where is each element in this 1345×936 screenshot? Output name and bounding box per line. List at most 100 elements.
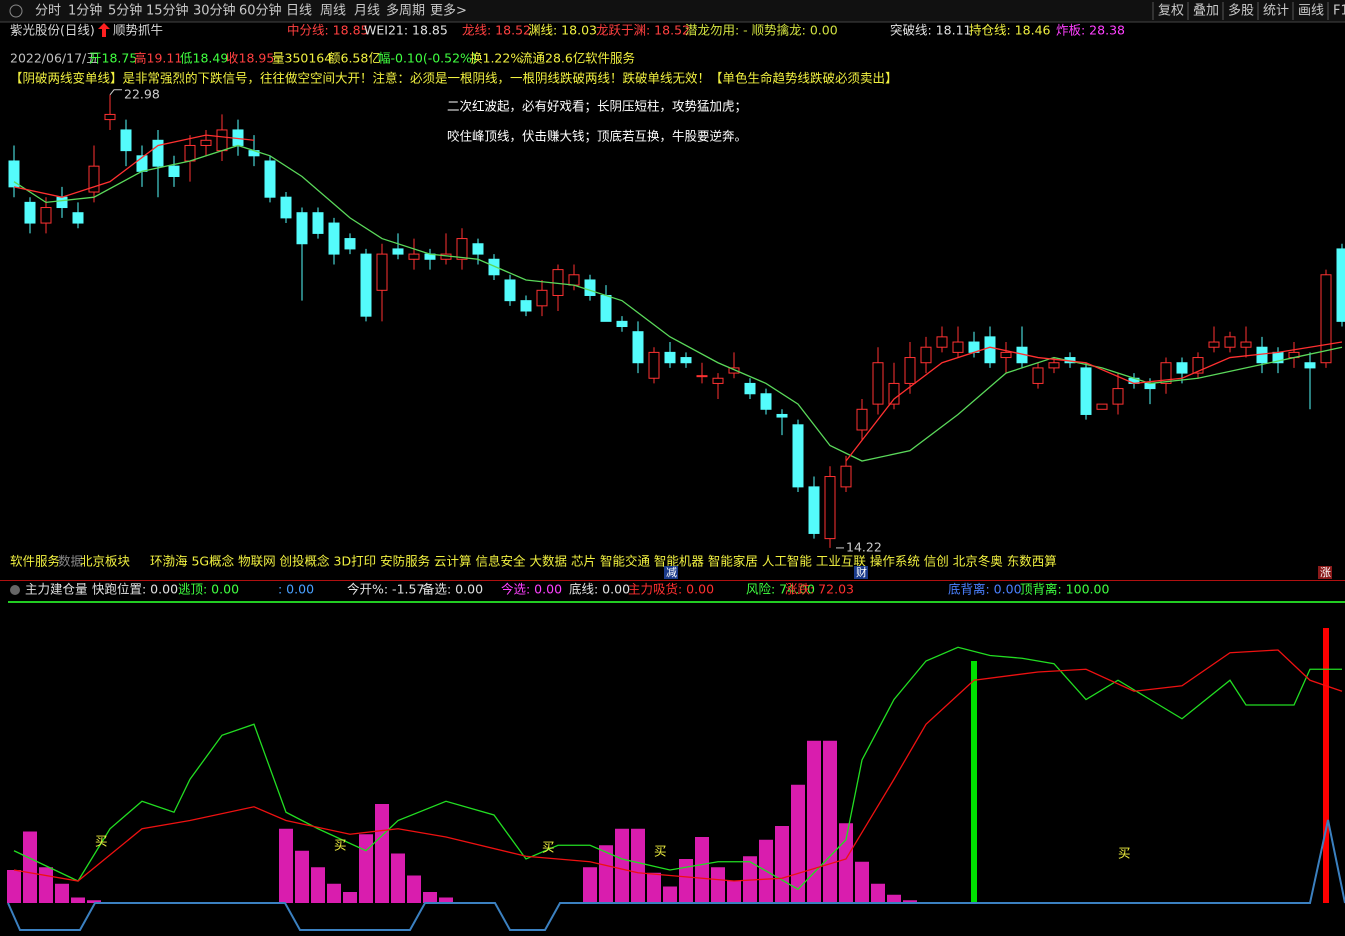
volume-bar bbox=[727, 881, 741, 903]
header-item: WEI21: 18.85 bbox=[364, 23, 448, 38]
quote-item: 幅-0.10(-0.52%) bbox=[378, 51, 477, 66]
volume-bar bbox=[7, 870, 21, 903]
volume-bar bbox=[391, 853, 405, 903]
candle-body bbox=[792, 424, 804, 488]
candle-body bbox=[56, 196, 68, 209]
candle-body bbox=[120, 129, 132, 152]
volume-bar bbox=[871, 883, 885, 903]
volume-bar bbox=[39, 867, 53, 903]
indicator-item: 底背离: 0.00 bbox=[948, 582, 1022, 597]
region-tag[interactable]: 北京板块 bbox=[80, 554, 131, 569]
toolbar-tab[interactable]: 1分钟 bbox=[68, 3, 102, 19]
volume-bar bbox=[775, 826, 789, 903]
indicator-item: 今选: 0.00 bbox=[501, 582, 562, 597]
candle-body bbox=[1080, 367, 1092, 415]
candle-body bbox=[1224, 336, 1236, 348]
quote-item: 流通28.6亿 bbox=[520, 51, 585, 66]
candle-body bbox=[840, 465, 852, 488]
marker-box bbox=[1318, 566, 1332, 579]
toolbar-button[interactable]: 复权 bbox=[1158, 3, 1184, 19]
candle-body bbox=[72, 212, 84, 224]
toolbar-button[interactable]: 统计 bbox=[1263, 4, 1289, 19]
candle-body bbox=[1208, 341, 1220, 348]
indicator-item: 主力吸货: 0.00 bbox=[628, 582, 714, 597]
toolbar-button[interactable]: 多股 bbox=[1228, 3, 1254, 19]
candle-body bbox=[600, 294, 612, 322]
high-label: 22.98 bbox=[124, 86, 160, 101]
note: 二次红波起，必有好戏看；长阴压短柱，攻势猛加虎； bbox=[447, 99, 747, 114]
candle-body bbox=[152, 139, 164, 167]
toolbar-tab[interactable]: 分时 bbox=[35, 4, 61, 19]
marker: 减 bbox=[666, 566, 677, 579]
candle-body bbox=[40, 207, 52, 224]
candle-body bbox=[328, 222, 340, 255]
toolbar-tab[interactable]: 5分钟 bbox=[108, 3, 142, 19]
toolbar-icon[interactable] bbox=[9, 4, 23, 18]
candle-body bbox=[1112, 388, 1124, 405]
volume-bar bbox=[903, 900, 917, 903]
volume-bar bbox=[839, 823, 853, 903]
candle-body bbox=[1032, 367, 1044, 384]
candle-body bbox=[280, 196, 292, 219]
candle-body bbox=[712, 377, 724, 384]
volume-bar bbox=[71, 897, 85, 903]
header-item: 渊线: 18.03 bbox=[528, 23, 597, 38]
toolbar-tab[interactable]: 周线 bbox=[320, 4, 346, 19]
volume-bar bbox=[583, 867, 597, 903]
toolbar-tab[interactable]: 多周期 bbox=[386, 3, 425, 19]
toolbar-tab[interactable]: 60分钟 bbox=[239, 3, 282, 19]
moving-average bbox=[13, 144, 1343, 462]
candle-body bbox=[264, 160, 276, 198]
toolbar-left: 分时 1分钟 5分钟 15分钟 30分钟 60分钟 日线 周线 月线 多周期 更多> bbox=[35, 3, 467, 19]
volume-bar bbox=[327, 883, 341, 903]
candle-body bbox=[872, 362, 884, 405]
candle-body bbox=[680, 357, 692, 364]
indicator-item: 备选: 0.00 bbox=[422, 582, 483, 597]
candle-body bbox=[776, 413, 788, 418]
marker-box bbox=[854, 566, 868, 579]
buy-label: 买 bbox=[334, 838, 347, 853]
candle-body bbox=[568, 274, 580, 286]
buy-label: 买 bbox=[1118, 846, 1131, 861]
header-item: 突破线: 18.11 bbox=[890, 23, 971, 38]
moving-average bbox=[13, 134, 1343, 462]
volume-bar bbox=[855, 861, 869, 903]
quote-item: 量350164 bbox=[272, 51, 332, 66]
volume-bar bbox=[359, 834, 373, 903]
marker-box bbox=[664, 566, 678, 579]
toolbar-tab[interactable]: 更多> bbox=[430, 3, 467, 19]
quote-date: 2022/06/17/五 bbox=[10, 51, 99, 66]
candle-body bbox=[360, 253, 372, 317]
volume-bar bbox=[423, 892, 437, 903]
toolbar-button[interactable]: F1 bbox=[1333, 4, 1345, 19]
indicator-icon[interactable] bbox=[10, 585, 20, 595]
toolbar-button[interactable]: 叠加 bbox=[1193, 4, 1219, 19]
header-item: 龙跃于渊: 18.52 bbox=[596, 23, 690, 38]
volume-bar bbox=[343, 892, 357, 903]
toolbar-button[interactable]: 画线 bbox=[1298, 4, 1324, 19]
candle-body bbox=[392, 248, 404, 255]
volume-bar bbox=[279, 828, 293, 903]
formula-name: 顺势抓牛 bbox=[113, 23, 163, 38]
buy-label: 买 bbox=[95, 834, 108, 849]
toolbar-tab[interactable]: 月线 bbox=[354, 4, 380, 19]
volume-bar bbox=[631, 828, 645, 903]
volume-bar bbox=[375, 804, 389, 903]
industry-tag[interactable]: 软件服务 bbox=[10, 554, 60, 569]
volume-bar bbox=[791, 784, 805, 903]
toolbar-tab[interactable]: 15分钟 bbox=[146, 3, 189, 19]
candle-body bbox=[1160, 362, 1172, 384]
candle-body bbox=[344, 238, 356, 250]
toolbar-right: 复权 叠加 多股 统计 画线 F1 bbox=[1152, 2, 1345, 20]
indicator-line bbox=[13, 649, 1343, 882]
candle-body bbox=[648, 351, 660, 379]
candle-body bbox=[1320, 274, 1332, 364]
data-tag[interactable]: 数据 bbox=[58, 554, 83, 569]
volume-bar bbox=[647, 872, 661, 903]
concept-tags[interactable]: 环渤海 5G概念 物联网 创投概念 3D打印 安防服务 云计算 信息安全 大数据… bbox=[150, 554, 1057, 569]
toolbar-tab[interactable]: 日线 bbox=[286, 4, 312, 19]
toolbar-tab[interactable]: 30分钟 bbox=[193, 3, 236, 19]
volume-bar bbox=[87, 900, 101, 903]
candle-body bbox=[488, 258, 500, 276]
